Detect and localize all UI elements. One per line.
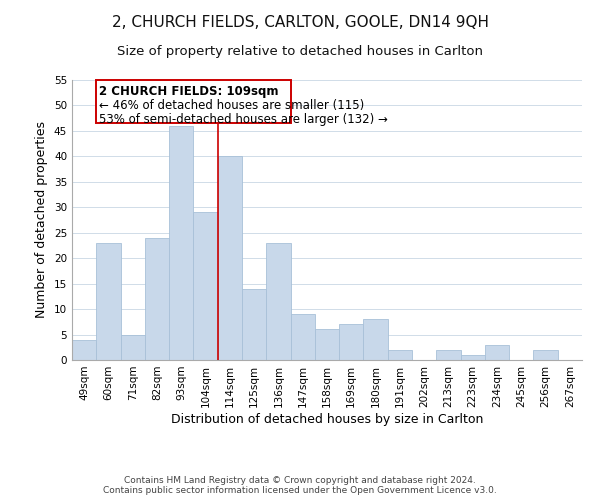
Text: 53% of semi-detached houses are larger (132) →: 53% of semi-detached houses are larger (… (100, 113, 388, 126)
Text: 2, CHURCH FIELDS, CARLTON, GOOLE, DN14 9QH: 2, CHURCH FIELDS, CARLTON, GOOLE, DN14 9… (112, 15, 488, 30)
Bar (242, 288, 266, 360)
Bar (364, 320, 388, 360)
Bar (96, 243, 121, 360)
Bar (315, 330, 339, 360)
Bar (461, 355, 485, 360)
Text: Size of property relative to detached houses in Carlton: Size of property relative to detached ho… (117, 45, 483, 58)
Bar (436, 350, 461, 360)
Bar (485, 344, 509, 360)
Text: Contains HM Land Registry data © Crown copyright and database right 2024.
Contai: Contains HM Land Registry data © Crown c… (103, 476, 497, 495)
Text: ← 46% of detached houses are smaller (115): ← 46% of detached houses are smaller (11… (100, 100, 365, 112)
Bar (72, 340, 96, 360)
Bar (388, 350, 412, 360)
Bar (218, 156, 242, 360)
Bar (193, 212, 218, 360)
Bar (266, 243, 290, 360)
FancyBboxPatch shape (96, 80, 291, 124)
Bar (121, 334, 145, 360)
Bar (290, 314, 315, 360)
Y-axis label: Number of detached properties: Number of detached properties (35, 122, 49, 318)
Bar (145, 238, 169, 360)
Bar (169, 126, 193, 360)
Bar (533, 350, 558, 360)
Bar (339, 324, 364, 360)
X-axis label: Distribution of detached houses by size in Carlton: Distribution of detached houses by size … (171, 412, 483, 426)
Text: 2 CHURCH FIELDS: 109sqm: 2 CHURCH FIELDS: 109sqm (100, 85, 279, 98)
